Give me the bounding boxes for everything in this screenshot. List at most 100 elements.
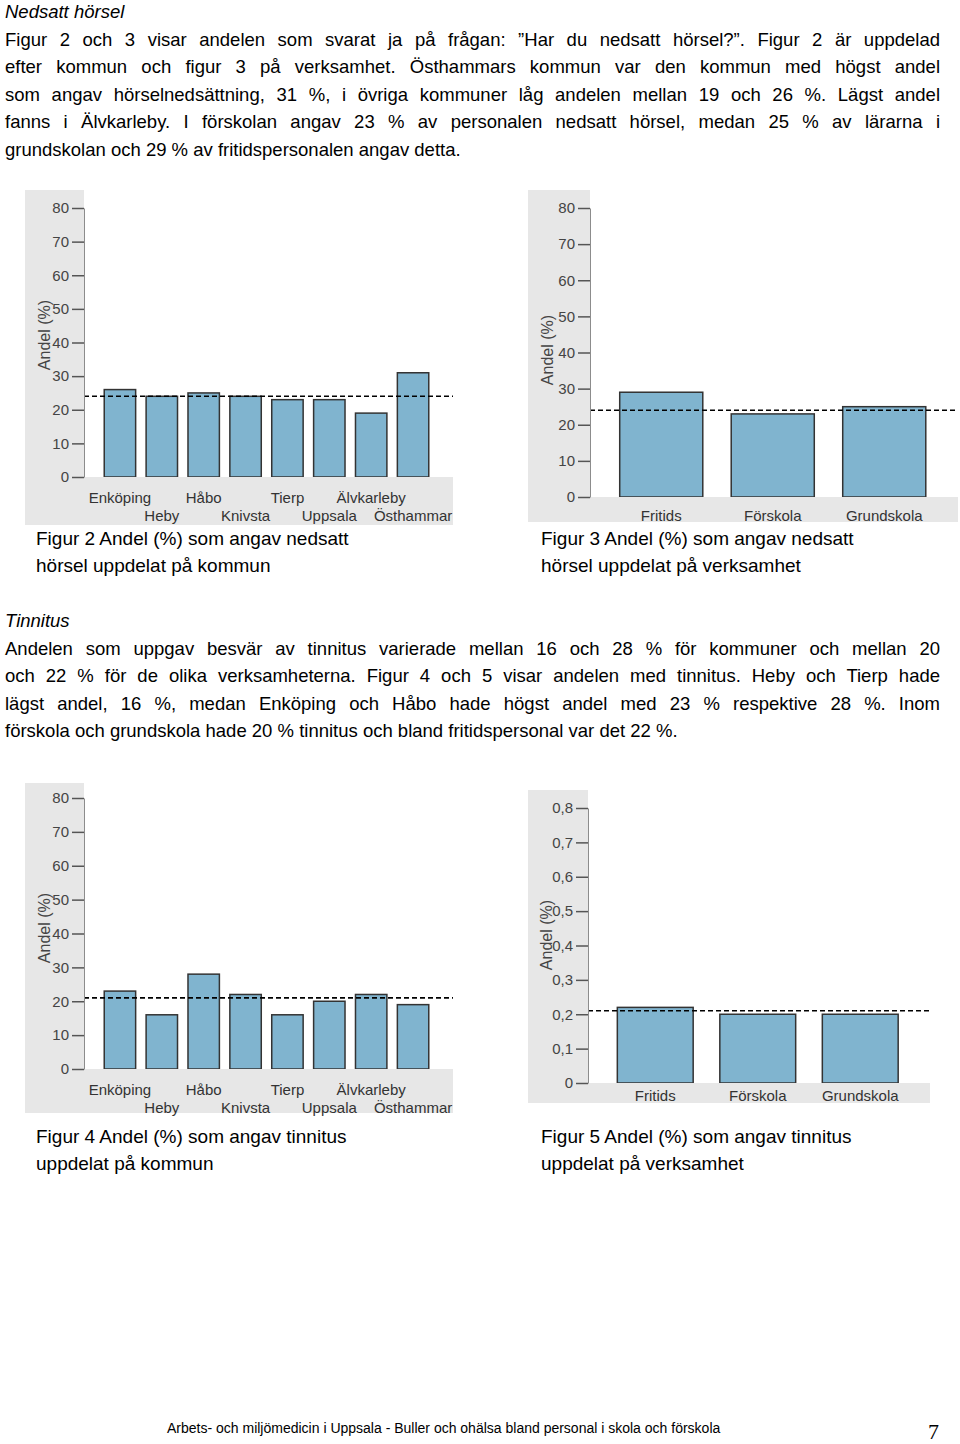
tick-mark <box>72 208 84 210</box>
category-label: Tierp <box>271 1081 305 1098</box>
y-tick: 0,6 <box>552 868 588 885</box>
category-label: Tierp <box>271 489 305 506</box>
chart: 01020304050607080Andel (%)EnköpingHebyHå… <box>25 783 453 1116</box>
paragraph-line: förskola och grundskola hade 20 % tinnit… <box>5 717 940 744</box>
bar <box>355 413 386 477</box>
figure-caption: Figur 5 Andel (%) som angav tinnitus <box>541 1126 852 1147</box>
y-axis: 01020304050607080 <box>52 199 84 485</box>
paragraph-line: som angav hörselnedsättning, 31 %, i övr… <box>5 81 940 108</box>
tick-mark <box>576 980 588 982</box>
category-label: Östhammar <box>374 507 452 524</box>
chart: 01020304050607080Andel (%)FritidsFörskol… <box>528 190 958 524</box>
chart-background <box>25 783 453 1113</box>
tick-label: 60 <box>558 272 575 289</box>
tick-mark <box>72 443 84 445</box>
section-heading: Tinnitus <box>5 607 70 634</box>
tick-label: 20 <box>52 401 69 418</box>
paragraph-line: efter kommun och figur 3 på verksamhet. … <box>5 53 940 80</box>
tick-mark <box>578 388 590 390</box>
y-tick: 50 <box>52 300 84 317</box>
tick-mark <box>578 244 590 246</box>
category-label: Förskola <box>744 507 802 524</box>
bar <box>355 994 386 1069</box>
y-tick: 30 <box>52 367 84 384</box>
tick-label: 50 <box>52 300 69 317</box>
y-tick: 0,7 <box>552 834 588 851</box>
tick-mark <box>578 316 590 318</box>
category-label: Förskola <box>729 1087 787 1104</box>
y-tick: 60 <box>558 272 590 289</box>
tick-mark <box>578 425 590 427</box>
paragraph-line: fanns i Älvkarleby. I förskolan angav 23… <box>5 108 940 135</box>
bar <box>843 407 926 497</box>
bar <box>397 1005 428 1069</box>
figure-caption: hörsel uppdelat på verksamhet <box>541 555 802 576</box>
tick-label: 0,6 <box>552 868 573 885</box>
tick-label: 0 <box>567 488 575 505</box>
y-axis: 00,10,20,30,40,50,60,70,8 <box>552 799 588 1091</box>
plot-marks <box>590 392 958 497</box>
tick-label: 80 <box>52 199 69 216</box>
axis-line <box>84 209 85 478</box>
category-label: Håbo <box>186 489 222 506</box>
y-tick: 20 <box>558 416 590 433</box>
tick-label: 0 <box>61 1060 69 1077</box>
y-tick: 40 <box>52 925 84 942</box>
plot-area <box>588 790 930 1083</box>
paragraph-line: grundskolan och 29 % av fritidspersonale… <box>5 136 940 163</box>
bar <box>720 1014 796 1083</box>
tick-label: 0,8 <box>552 799 573 816</box>
tick-label: 20 <box>558 416 575 433</box>
tick-label: 50 <box>558 308 575 325</box>
tick-mark <box>576 1083 588 1085</box>
tick-label: 30 <box>52 367 69 384</box>
tick-mark <box>576 877 588 879</box>
tick-label: 10 <box>52 1026 69 1043</box>
y-axis: 01020304050607080 <box>52 789 84 1077</box>
y-tick: 80 <box>558 199 590 216</box>
category-label: Uppsala <box>302 507 358 524</box>
tick-mark <box>72 309 84 311</box>
category-label: Älvkarleby <box>337 1081 407 1098</box>
tick-mark <box>578 497 590 499</box>
average-line <box>84 395 453 397</box>
y-tick: 80 <box>52 789 84 806</box>
bar <box>314 400 345 477</box>
average-line <box>590 409 958 411</box>
y-tick: 40 <box>52 334 84 351</box>
tick-label: 70 <box>52 823 69 840</box>
tick-label: 50 <box>52 891 69 908</box>
y-tick: 0,3 <box>552 971 588 988</box>
figure-caption: Figur 2 Andel (%) som angav nedsatt <box>36 528 349 549</box>
bar <box>397 373 428 477</box>
y-tick: 80 <box>52 199 84 216</box>
tick-mark <box>578 208 590 210</box>
tick-label: 40 <box>52 334 69 351</box>
tick-label: 0,3 <box>552 971 573 988</box>
y-tick: 30 <box>558 380 590 397</box>
figure-caption: uppdelat på kommun <box>36 1153 213 1174</box>
y-tick: 10 <box>52 1026 84 1043</box>
tick-mark <box>72 899 84 901</box>
y-tick: 0 <box>61 468 84 485</box>
y-tick: 70 <box>52 233 84 250</box>
tick-mark <box>72 1069 84 1071</box>
tick-mark <box>72 376 84 378</box>
tick-label: 30 <box>558 380 575 397</box>
axis-line <box>84 799 85 1070</box>
y-tick: 0 <box>565 1074 588 1091</box>
tick-mark <box>578 461 590 463</box>
category-label: Heby <box>144 507 180 524</box>
bar <box>188 393 219 477</box>
y-tick: 0,8 <box>552 799 588 816</box>
tick-mark <box>576 1014 588 1016</box>
paragraph-line: lägst andel, 16 %, medan Enköping och Hå… <box>5 690 940 717</box>
bar <box>146 396 177 477</box>
tick-mark <box>576 842 588 844</box>
axis-line <box>588 809 589 1084</box>
paragraph-line: och 22 % för de olika verksamheterna. Fi… <box>5 662 940 689</box>
tick-label: 10 <box>558 452 575 469</box>
tick-mark <box>576 911 588 913</box>
plot-marks <box>84 373 453 477</box>
category-label: Östhammar <box>374 1099 452 1116</box>
